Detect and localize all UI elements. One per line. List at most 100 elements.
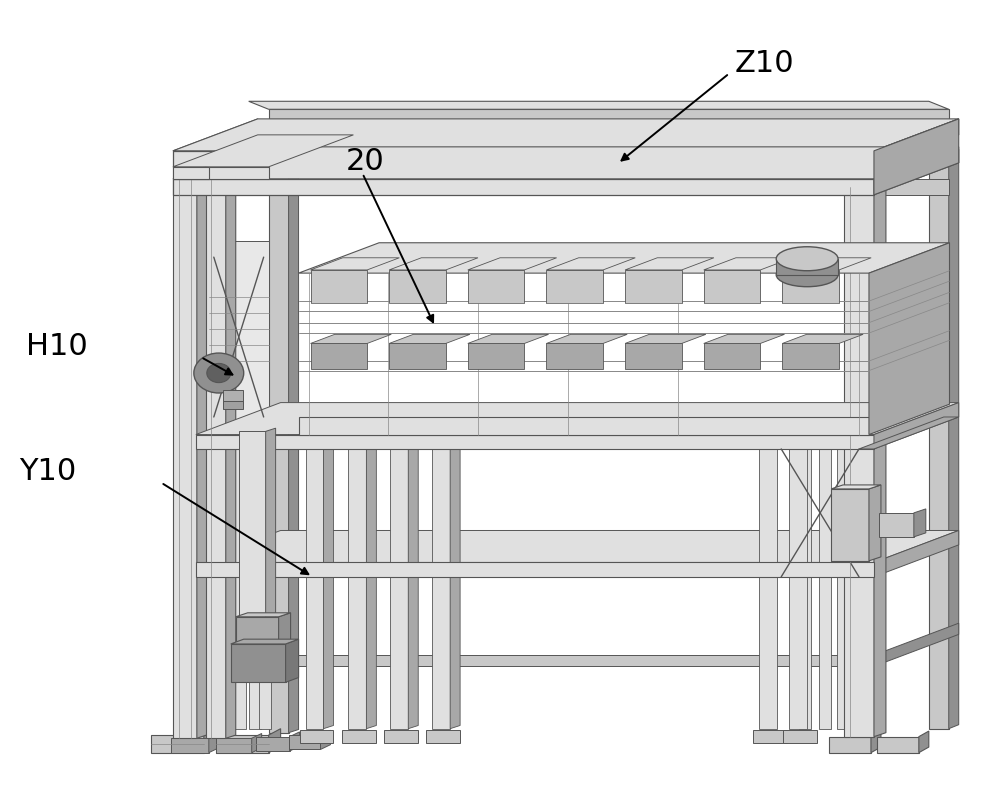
Polygon shape xyxy=(197,175,209,739)
Polygon shape xyxy=(173,179,197,739)
Polygon shape xyxy=(704,270,760,303)
Polygon shape xyxy=(226,176,236,739)
Polygon shape xyxy=(879,513,914,537)
Polygon shape xyxy=(874,147,959,195)
Polygon shape xyxy=(256,737,290,751)
Polygon shape xyxy=(173,119,269,151)
Polygon shape xyxy=(348,435,366,729)
Polygon shape xyxy=(874,183,886,737)
Text: Z10: Z10 xyxy=(734,49,794,79)
Polygon shape xyxy=(269,179,949,195)
Polygon shape xyxy=(311,343,367,369)
Polygon shape xyxy=(408,431,418,729)
Polygon shape xyxy=(753,731,787,743)
Polygon shape xyxy=(426,731,460,743)
Polygon shape xyxy=(269,129,949,145)
Polygon shape xyxy=(783,731,817,743)
Polygon shape xyxy=(173,135,353,167)
Polygon shape xyxy=(914,509,926,537)
Circle shape xyxy=(207,363,231,383)
Polygon shape xyxy=(173,119,959,151)
Polygon shape xyxy=(625,257,714,270)
Polygon shape xyxy=(869,485,881,561)
Polygon shape xyxy=(389,334,470,343)
Polygon shape xyxy=(286,639,299,683)
Polygon shape xyxy=(874,119,959,167)
Polygon shape xyxy=(929,153,949,729)
Polygon shape xyxy=(269,145,289,733)
Polygon shape xyxy=(432,435,450,729)
Polygon shape xyxy=(173,179,874,195)
Polygon shape xyxy=(173,147,959,179)
Polygon shape xyxy=(704,343,760,369)
Polygon shape xyxy=(342,731,376,743)
Polygon shape xyxy=(171,739,209,752)
Polygon shape xyxy=(389,270,446,303)
Polygon shape xyxy=(320,731,330,749)
Polygon shape xyxy=(234,433,246,729)
Polygon shape xyxy=(799,449,811,729)
Polygon shape xyxy=(209,241,269,433)
Polygon shape xyxy=(204,729,216,752)
Polygon shape xyxy=(259,433,271,729)
Polygon shape xyxy=(252,734,262,752)
Bar xyxy=(223,401,243,409)
Polygon shape xyxy=(831,485,881,489)
Polygon shape xyxy=(782,343,839,369)
Polygon shape xyxy=(859,417,959,449)
Polygon shape xyxy=(311,334,391,343)
Polygon shape xyxy=(546,270,603,303)
Polygon shape xyxy=(366,431,376,729)
Polygon shape xyxy=(384,731,418,743)
Polygon shape xyxy=(299,243,949,273)
Polygon shape xyxy=(390,435,408,729)
Polygon shape xyxy=(389,257,478,270)
Polygon shape xyxy=(206,179,226,739)
Polygon shape xyxy=(289,735,320,749)
Polygon shape xyxy=(829,737,871,752)
Polygon shape xyxy=(625,343,682,369)
Text: H10: H10 xyxy=(26,332,88,361)
Polygon shape xyxy=(306,435,323,729)
Polygon shape xyxy=(789,449,807,729)
Polygon shape xyxy=(236,617,279,645)
Polygon shape xyxy=(871,731,881,752)
Polygon shape xyxy=(782,334,863,343)
Polygon shape xyxy=(831,489,869,561)
Text: 20: 20 xyxy=(345,147,384,176)
Polygon shape xyxy=(468,343,524,369)
Polygon shape xyxy=(625,334,706,343)
Polygon shape xyxy=(546,334,627,343)
Polygon shape xyxy=(196,530,959,562)
Polygon shape xyxy=(450,431,460,729)
Polygon shape xyxy=(249,101,949,109)
Polygon shape xyxy=(269,109,949,125)
Polygon shape xyxy=(279,613,291,645)
Polygon shape xyxy=(844,187,874,737)
Ellipse shape xyxy=(776,263,838,286)
Polygon shape xyxy=(196,435,874,449)
Ellipse shape xyxy=(776,247,838,271)
Polygon shape xyxy=(782,257,871,270)
Polygon shape xyxy=(289,142,299,733)
Polygon shape xyxy=(209,734,219,752)
Polygon shape xyxy=(311,257,399,270)
Polygon shape xyxy=(468,334,549,343)
Circle shape xyxy=(194,353,244,393)
Polygon shape xyxy=(196,562,874,577)
Polygon shape xyxy=(151,735,204,752)
Polygon shape xyxy=(919,731,929,752)
Polygon shape xyxy=(196,403,959,435)
Polygon shape xyxy=(704,257,793,270)
Polygon shape xyxy=(949,149,959,729)
Polygon shape xyxy=(625,270,682,303)
Polygon shape xyxy=(468,257,557,270)
Bar xyxy=(223,390,243,403)
Polygon shape xyxy=(704,334,784,343)
Polygon shape xyxy=(300,731,333,743)
Polygon shape xyxy=(819,449,831,729)
Polygon shape xyxy=(196,655,874,666)
Polygon shape xyxy=(269,152,949,165)
Text: Y10: Y10 xyxy=(19,457,77,486)
Polygon shape xyxy=(546,257,635,270)
